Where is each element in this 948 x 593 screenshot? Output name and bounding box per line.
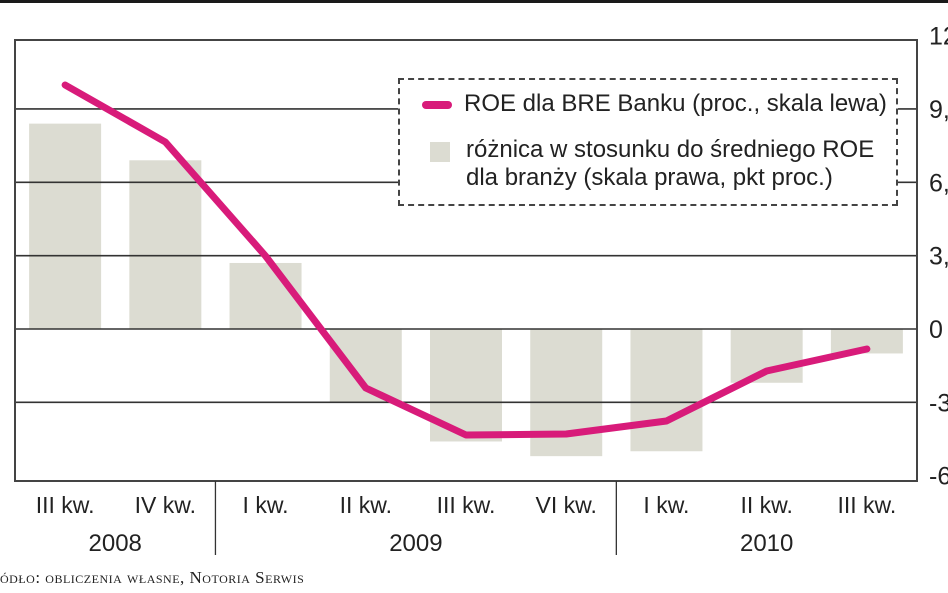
- legend-item-roe: ROE dla BRE Banku (proc., skala lewa): [422, 90, 887, 118]
- year-label: 2009: [389, 530, 442, 557]
- x-tick-label: III kw.: [437, 492, 496, 518]
- x-tick-label: I kw.: [243, 492, 289, 518]
- bar: [129, 160, 202, 329]
- x-tick-label: II kw.: [340, 492, 392, 518]
- x-tick-label: III kw.: [36, 492, 95, 518]
- x-tick-label: III kw.: [837, 492, 896, 518]
- right-axis-tick-label: 12: [929, 23, 948, 51]
- x-tick-label: II kw.: [740, 492, 792, 518]
- legend-bar-swatch: [430, 142, 450, 162]
- year-label: 2008: [89, 530, 142, 557]
- top-rule: [0, 0, 948, 3]
- legend-item-difference: różnica w stosunku do średniego ROE dla …: [422, 136, 874, 192]
- legend-label-roe: ROE dla BRE Banku (proc., skala lewa): [464, 90, 887, 117]
- x-tick-label: IV kw.: [135, 492, 196, 518]
- legend-label-difference-1: różnica w stosunku do średniego ROE: [466, 136, 875, 163]
- roe-line: [61, 81, 871, 439]
- right-axis-tick-label: 6,: [929, 169, 948, 197]
- bar: [29, 123, 102, 330]
- right-axis-tick-label: -3: [929, 389, 948, 417]
- legend: ROE dla BRE Banku (proc., skala lewa) ró…: [398, 78, 898, 206]
- source-note: ódło: obliczenia własne, Notoria Serwis: [0, 568, 305, 587]
- legend-label-difference-2: dla branży (skala prawa, pkt proc.): [466, 164, 833, 191]
- right-axis-tick-label: 9,: [929, 96, 948, 124]
- bar: [630, 329, 703, 452]
- plot-frame: [14, 39, 918, 482]
- right-axis-tick-label: 0: [929, 316, 943, 344]
- x-tick-label: I kw.: [643, 492, 689, 518]
- chart: 12 9, 6, 3, 0 -3 -6 III kw. IV kw. I kw. II kw. III…: [14, 23, 948, 557]
- right-axis-tick-label: 3,: [929, 243, 948, 271]
- bar: [229, 262, 302, 329]
- year-label: 2010: [740, 530, 793, 557]
- legend-line-swatch: [422, 101, 452, 109]
- x-tick-label: VI kw.: [536, 492, 597, 518]
- right-axis-tick-label: -6: [929, 463, 948, 491]
